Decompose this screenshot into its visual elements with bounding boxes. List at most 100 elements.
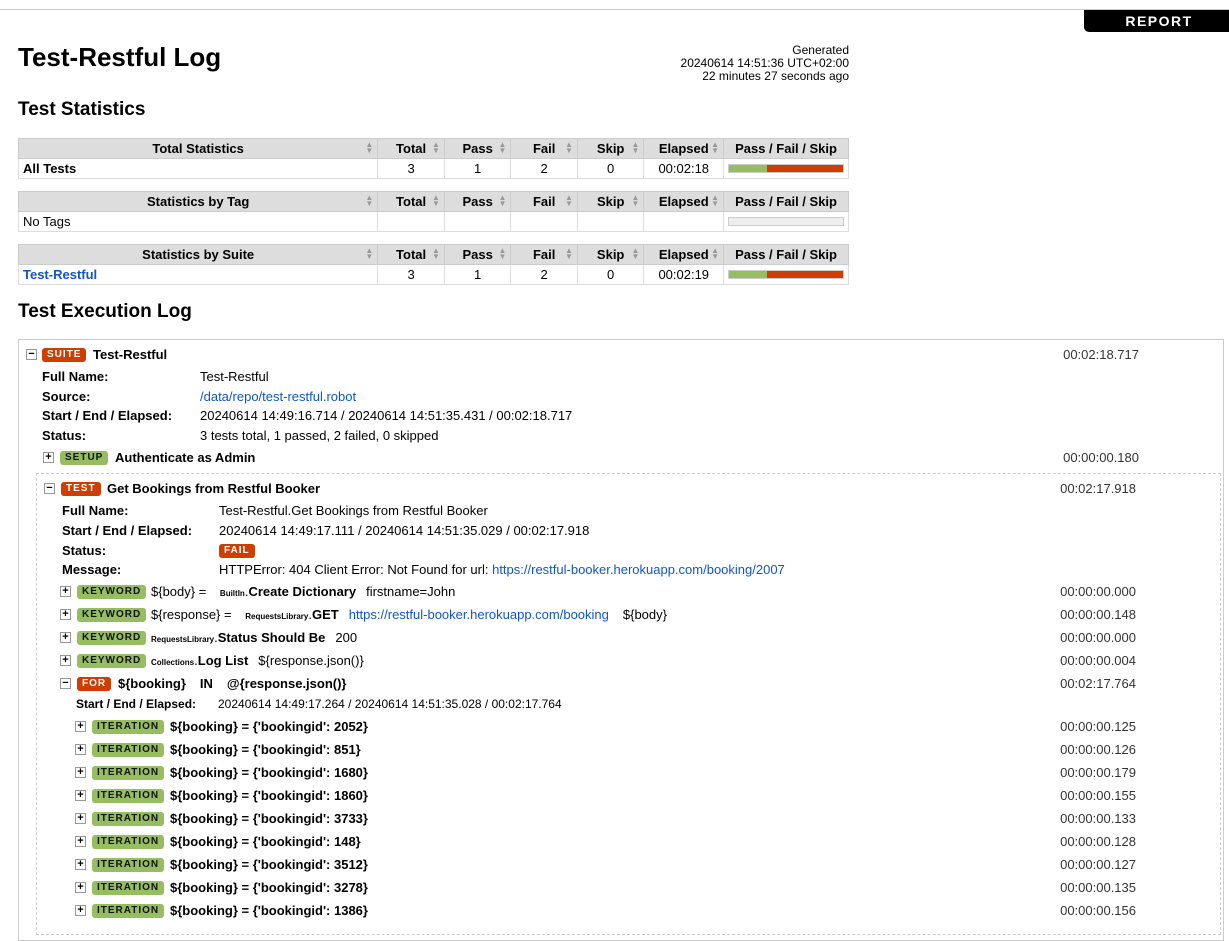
row-name: All Tests xyxy=(17,158,379,179)
keyword-line[interactable]: ${body} = BuiltIn.Create Dictionary first… xyxy=(151,584,455,599)
statistics-table: Statistics by Suite ▲ ▼ Total ▲ ▼ Pass ▲ ▼ Fail ▲ ▼… xyxy=(17,244,849,285)
keyword-name: Status Should Be xyxy=(217,630,326,645)
cell-graph xyxy=(723,264,849,285)
column-header[interactable]: Skip ▲ ▼ xyxy=(576,244,645,265)
table-header-row: Statistics by Suite ▲ ▼ Total ▲ ▼ Pass ▲ ▼ Fail ▲ ▼… xyxy=(17,244,849,265)
sort-icon[interactable]: ▲ ▼ xyxy=(631,193,640,208)
sort-icon[interactable]: ▲ ▼ xyxy=(498,246,507,261)
report-link-button[interactable]: REPORT xyxy=(1084,10,1229,32)
message-url-link[interactable]: https://restful-booker.herokuapp.com/boo… xyxy=(492,562,785,577)
column-header[interactable]: Total ▲ ▼ xyxy=(377,244,445,265)
sort-icon[interactable]: ▲ ▼ xyxy=(711,193,720,208)
keyword-line[interactable]: ${response} = RequestsLibrary.GET https:/… xyxy=(151,607,667,622)
test-name[interactable]: Get Bookings from Restful Booker xyxy=(107,481,321,496)
column-header[interactable]: Elapsed ▲ ▼ xyxy=(643,191,725,212)
expand-icon[interactable]: + xyxy=(75,721,86,732)
iteration-text[interactable]: ${booking} = {'bookingid': 1680} xyxy=(170,765,368,780)
sort-icon[interactable]: ▲ ▼ xyxy=(564,140,573,155)
sort-icon[interactable]: ▲ ▼ xyxy=(711,140,720,155)
collapse-icon[interactable]: − xyxy=(26,349,37,360)
sort-icon[interactable]: ▲ ▼ xyxy=(365,140,374,155)
cell-skip: 0 xyxy=(576,264,645,285)
column-header-name[interactable]: Statistics by Tag ▲ ▼ xyxy=(17,191,379,212)
iteration-text[interactable]: ${booking} = {'bookingid': 2052} xyxy=(170,719,368,734)
suite-name[interactable]: Test-Restful xyxy=(93,347,168,362)
type-badge: ITERATION xyxy=(92,789,165,803)
column-header[interactable]: Pass ▲ ▼ xyxy=(443,191,512,212)
expand-icon[interactable]: + xyxy=(75,836,86,847)
sort-icon[interactable]: ▲ ▼ xyxy=(365,246,374,261)
sort-icon[interactable]: ▲ ▼ xyxy=(631,246,640,261)
pass-fail-skip-bar xyxy=(728,164,845,173)
expand-icon[interactable]: + xyxy=(60,655,71,666)
expand-icon[interactable]: + xyxy=(60,632,71,643)
expand-icon[interactable]: + xyxy=(60,609,71,620)
keyword-library: Collections xyxy=(151,658,195,667)
keyword-assign: ${response} = xyxy=(151,607,236,622)
column-label: Fail xyxy=(532,141,556,156)
sort-icon[interactable]: ▲ ▼ xyxy=(431,140,440,155)
column-header[interactable]: Total ▲ ▼ xyxy=(377,138,445,159)
sort-icon[interactable]: ▲ ▼ xyxy=(564,193,573,208)
sort-icon[interactable]: ▲ ▼ xyxy=(498,140,507,155)
column-label: Total xyxy=(396,141,427,156)
sort-icon[interactable]: ▲ ▼ xyxy=(431,193,440,208)
sort-icon[interactable]: ▲ ▼ xyxy=(365,193,374,208)
expand-icon[interactable]: + xyxy=(75,905,86,916)
field-label: Source: xyxy=(42,388,91,404)
column-header-name[interactable]: Statistics by Suite ▲ ▼ xyxy=(17,244,379,265)
keyword-library: RequestsLibrary xyxy=(245,612,309,621)
collapse-icon[interactable]: − xyxy=(60,678,71,689)
setup-name[interactable]: Authenticate as Admin xyxy=(115,450,256,465)
iteration-text[interactable]: ${booking} = {'bookingid': 1860} xyxy=(170,788,368,803)
expand-icon[interactable]: + xyxy=(75,859,86,870)
generated-ago: 22 minutes 27 seconds ago xyxy=(702,69,849,83)
keyword-line[interactable]: Collections.Log List ${response.json()} xyxy=(151,653,364,668)
iteration-text[interactable]: ${booking} = {'bookingid': 3278} xyxy=(170,880,368,895)
column-header[interactable]: Skip ▲ ▼ xyxy=(576,138,645,159)
expand-icon[interactable]: + xyxy=(60,586,71,597)
expand-icon[interactable]: + xyxy=(75,767,86,778)
type-badge: ITERATION xyxy=(92,743,165,757)
expand-icon[interactable]: + xyxy=(43,452,54,463)
row-name[interactable]: Test-Restful xyxy=(17,264,379,285)
field-value[interactable]: /data/repo/test-restful.robot xyxy=(200,388,357,404)
statistics-table: Statistics by Tag ▲ ▼ Total ▲ ▼ Pass ▲ ▼ Fail ▲ ▼ Sk… xyxy=(17,191,849,232)
sort-icon[interactable]: ▲ ▼ xyxy=(431,246,440,261)
statistics-heading: Test Statistics xyxy=(18,99,146,120)
sort-icon[interactable]: ▲ ▼ xyxy=(498,193,507,208)
column-header[interactable]: Fail ▲ ▼ xyxy=(510,244,578,265)
for-header[interactable]: ${booking} IN @{response.json()} xyxy=(118,676,361,691)
collapse-icon[interactable]: − xyxy=(44,483,55,494)
field-value: 20240614 14:49:16.714 / 20240614 14:51:3… xyxy=(200,408,573,424)
column-header[interactable]: Pass ▲ ▼ xyxy=(443,138,512,159)
for-var: ${booking} xyxy=(118,676,186,691)
expand-icon[interactable]: + xyxy=(75,813,86,824)
column-header[interactable]: Skip ▲ ▼ xyxy=(576,191,645,212)
sort-icon[interactable]: ▲ ▼ xyxy=(711,246,720,261)
iteration-text[interactable]: ${booking} = {'bookingid': 148} xyxy=(170,834,361,849)
elapsed-time: 00:02:17.918 xyxy=(1060,481,1136,496)
expand-icon[interactable]: + xyxy=(75,790,86,801)
sort-icon[interactable]: ▲ ▼ xyxy=(631,140,640,155)
keyword-line[interactable]: RequestsLibrary.Status Should Be 200 xyxy=(151,630,357,645)
column-header-name[interactable]: Total Statistics ▲ ▼ xyxy=(17,138,379,159)
sort-icon[interactable]: ▲ ▼ xyxy=(564,246,573,261)
iteration-text[interactable]: ${booking} = {'bookingid': 851} xyxy=(170,742,361,757)
column-header[interactable]: Fail ▲ ▼ xyxy=(510,191,578,212)
elapsed-time: 00:00:00.155 xyxy=(1060,788,1136,803)
iteration-text[interactable]: ${booking} = {'bookingid': 1386} xyxy=(170,903,368,918)
cell-pass: 1 xyxy=(443,264,512,285)
column-header[interactable]: Elapsed ▲ ▼ xyxy=(643,138,725,159)
keyword-url-link[interactable]: https://restful-booker.herokuapp.com/boo… xyxy=(348,607,609,622)
iteration-text[interactable]: ${booking} = {'bookingid': 3733} xyxy=(170,811,368,826)
type-badge: KEYWORD xyxy=(77,654,147,668)
column-header[interactable]: Elapsed ▲ ▼ xyxy=(643,244,725,265)
column-label: Pass / Fail / Skip xyxy=(735,247,837,262)
iteration-text[interactable]: ${booking} = {'bookingid': 3512} xyxy=(170,857,368,872)
column-header[interactable]: Total ▲ ▼ xyxy=(377,191,445,212)
column-header[interactable]: Fail ▲ ▼ xyxy=(510,138,578,159)
expand-icon[interactable]: + xyxy=(75,882,86,893)
expand-icon[interactable]: + xyxy=(75,744,86,755)
column-header[interactable]: Pass ▲ ▼ xyxy=(443,244,512,265)
